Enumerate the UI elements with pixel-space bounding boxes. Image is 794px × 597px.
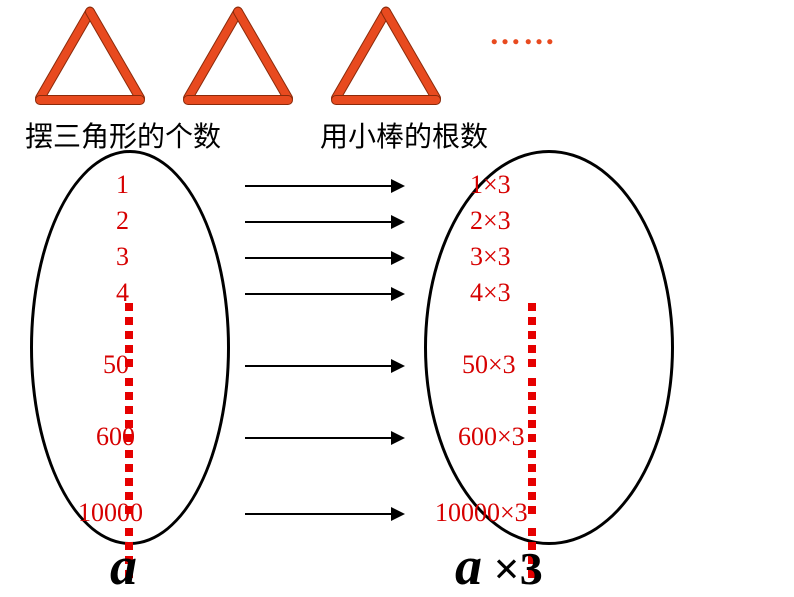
arrow-icon xyxy=(245,257,403,259)
vertical-dots xyxy=(125,378,133,442)
right-value: 1×3 xyxy=(470,170,511,200)
label-right: 用小棒的根数 xyxy=(320,115,488,155)
right-value: 4×3 xyxy=(470,278,511,308)
variable-a-left: a xyxy=(110,535,137,597)
variable-a-right-suffix: ×3 xyxy=(482,543,543,594)
right-value: 600×3 xyxy=(458,422,525,452)
right-value: 2×3 xyxy=(470,206,511,236)
vertical-dots xyxy=(528,450,536,514)
arrow-icon xyxy=(245,293,403,295)
triangle-icon xyxy=(183,10,293,105)
left-value: 3 xyxy=(116,242,129,272)
triangle-icon xyxy=(331,10,441,105)
variable-a-right-a: a xyxy=(455,536,482,596)
right-value: 3×3 xyxy=(470,242,511,272)
left-value: 2 xyxy=(116,206,129,236)
arrow-icon xyxy=(245,365,403,367)
right-value: 50×3 xyxy=(462,350,516,380)
vertical-dots xyxy=(528,378,536,442)
variable-a-right: a ×3 xyxy=(455,535,543,597)
left-value: 10000 xyxy=(78,498,143,528)
label-left: 摆三角形的个数 xyxy=(25,115,221,155)
right-value: 10000×3 xyxy=(435,498,528,528)
arrow-icon xyxy=(245,221,403,223)
ellipse-right xyxy=(424,150,674,545)
triangle-icon xyxy=(35,10,145,105)
left-value: 1 xyxy=(116,170,129,200)
vertical-dots xyxy=(528,303,536,367)
vertical-dots xyxy=(125,450,133,514)
triangles-row: …… xyxy=(35,10,557,105)
arrow-icon xyxy=(245,437,403,439)
vertical-dots xyxy=(125,303,133,367)
arrow-icon xyxy=(245,513,403,515)
arrow-icon xyxy=(245,185,403,187)
triangle-ellipsis: …… xyxy=(489,15,557,52)
